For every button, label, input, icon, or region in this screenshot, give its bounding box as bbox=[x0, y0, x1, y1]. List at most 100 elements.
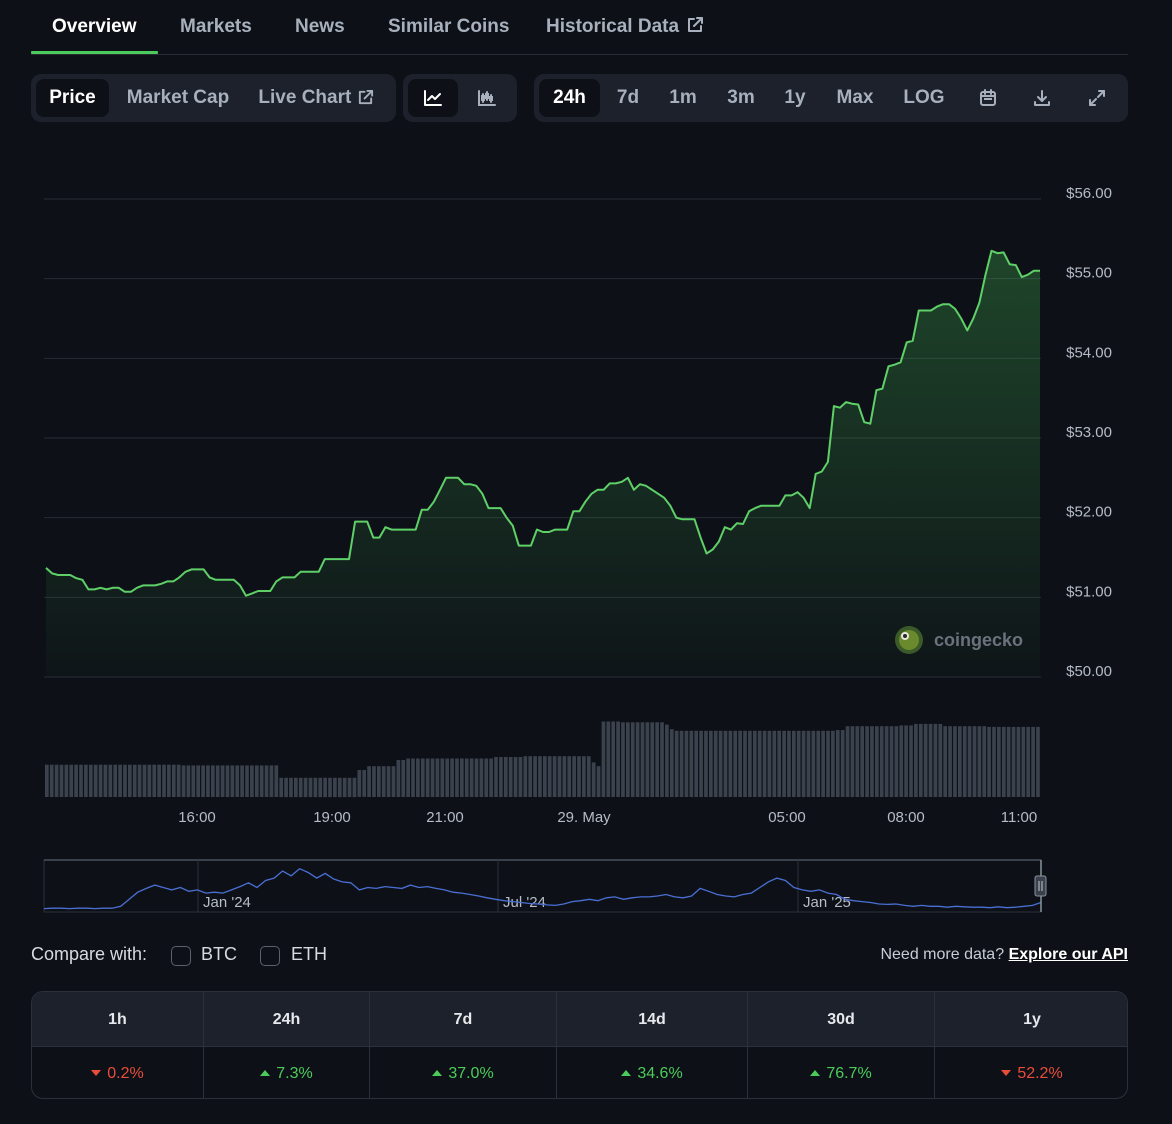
volume-bar bbox=[752, 730, 757, 797]
volume-bar bbox=[718, 730, 723, 797]
x-axis-label: 11:00 bbox=[1001, 809, 1037, 826]
range-3m[interactable]: 3m bbox=[727, 87, 755, 108]
volume-bar bbox=[772, 730, 777, 797]
range-24h[interactable]: 24h bbox=[539, 79, 600, 117]
volume-bar bbox=[211, 765, 215, 797]
volume-bar bbox=[826, 730, 830, 797]
volume-bar bbox=[972, 726, 977, 797]
candlestick-button[interactable] bbox=[462, 79, 512, 117]
volume-bar bbox=[821, 730, 825, 797]
chart-type-group: Price Market Cap Live Chart bbox=[31, 74, 396, 122]
volume-bar bbox=[245, 765, 249, 797]
price-area-fill bbox=[46, 250, 1040, 678]
volume-bar bbox=[69, 764, 74, 797]
navigator-handle[interactable] bbox=[1034, 875, 1047, 897]
compare-btc-label[interactable]: BTC bbox=[201, 944, 237, 964]
volume-bar bbox=[567, 756, 572, 797]
tab-overview[interactable]: Overview bbox=[52, 16, 137, 37]
compare-eth-checkbox[interactable] bbox=[260, 946, 280, 966]
volume-bar bbox=[948, 726, 952, 797]
x-axis-label: 21:00 bbox=[426, 809, 464, 826]
volume-bar bbox=[54, 764, 59, 797]
volume-bar bbox=[835, 730, 840, 797]
volume-bar bbox=[186, 765, 191, 797]
volume-bar bbox=[303, 777, 308, 798]
volume-bar bbox=[586, 756, 591, 797]
log-scale-toggle[interactable]: LOG bbox=[903, 87, 945, 108]
change-30d: 76.7% bbox=[748, 1047, 935, 1098]
volume-bar bbox=[157, 764, 161, 797]
compare-eth-label[interactable]: ETH bbox=[291, 944, 327, 964]
change-7d-value: 37.0% bbox=[448, 1065, 494, 1082]
volume-bar bbox=[709, 730, 713, 797]
volume-bar bbox=[875, 726, 879, 797]
volume-bar bbox=[269, 765, 274, 797]
volume-bar bbox=[64, 764, 69, 797]
watermark-text: coingecko bbox=[934, 630, 1023, 650]
volume-bar bbox=[201, 765, 205, 797]
explore-api-link[interactable]: Explore our API bbox=[1008, 946, 1128, 963]
active-tab-underline bbox=[31, 51, 158, 54]
volume-bar bbox=[108, 764, 113, 797]
compare-btc-checkbox[interactable] bbox=[171, 946, 191, 966]
volume-bar bbox=[933, 723, 938, 797]
volume-bar bbox=[206, 765, 210, 797]
tab-historical-data[interactable]: Historical Data bbox=[546, 16, 704, 40]
volume-bar bbox=[469, 758, 474, 797]
volume-bar bbox=[230, 765, 235, 797]
volume-bar bbox=[225, 765, 230, 797]
navigator-label: Jan '25 bbox=[803, 894, 851, 911]
x-axis-label: 19:00 bbox=[313, 809, 351, 826]
volume-bar bbox=[484, 758, 489, 797]
volume-bar bbox=[879, 726, 884, 797]
period-30d-header: 30d bbox=[748, 992, 935, 1047]
volume-bar bbox=[694, 730, 699, 797]
volume-bar bbox=[455, 758, 459, 797]
volume-bar bbox=[1001, 726, 1006, 797]
volume-bar bbox=[723, 730, 728, 797]
volume-bar bbox=[831, 730, 835, 797]
download-button[interactable] bbox=[1020, 79, 1064, 117]
line-chart-button[interactable] bbox=[408, 79, 458, 117]
volume-bar bbox=[171, 764, 176, 797]
price-chart[interactable]: $56.00 $55.00 $54.00 $53.00 $52.00 $51.00 $50.… bbox=[0, 140, 1172, 925]
volume-bar bbox=[274, 765, 279, 797]
y-axis-label: $55.00 bbox=[1066, 265, 1112, 282]
range-max[interactable]: Max bbox=[836, 87, 874, 108]
volume-bar bbox=[899, 725, 904, 797]
volume-bar bbox=[679, 730, 684, 797]
volume-bar bbox=[733, 730, 738, 797]
volume-bar bbox=[655, 722, 659, 797]
volume-bar bbox=[987, 726, 991, 797]
market-cap-tab[interactable]: Market Cap bbox=[126, 87, 230, 108]
volume-bar bbox=[79, 764, 83, 797]
volume-bar bbox=[596, 766, 601, 797]
volume-bar bbox=[181, 765, 186, 797]
range-navigator[interactable]: Jan '24 Jul '24 Jan '25 bbox=[43, 859, 1047, 913]
x-axis-label: 08:00 bbox=[887, 809, 925, 826]
volume-bar bbox=[142, 764, 147, 797]
price-tab[interactable]: Price bbox=[36, 79, 109, 117]
volume-bars bbox=[45, 721, 1040, 798]
up-arrow-icon bbox=[260, 1070, 271, 1076]
tab-news[interactable]: News bbox=[295, 16, 345, 37]
volume-bar bbox=[1011, 726, 1016, 797]
volume-bar bbox=[538, 756, 542, 797]
date-range-button[interactable] bbox=[966, 79, 1010, 117]
volume-bar bbox=[499, 757, 503, 797]
candlestick-icon bbox=[477, 87, 497, 108]
live-chart-tab[interactable]: Live Chart bbox=[251, 79, 381, 117]
price-change-table: 1h 24h 7d 14d 30d 1y 0.2% 7.3% 37.0% 34.… bbox=[31, 991, 1128, 1099]
range-1y[interactable]: 1y bbox=[784, 87, 806, 108]
y-axis-label: $53.00 bbox=[1066, 424, 1112, 441]
range-1m[interactable]: 1m bbox=[669, 87, 697, 108]
volume-bar bbox=[806, 730, 811, 797]
volume-bar bbox=[665, 724, 669, 797]
volume-bar bbox=[176, 764, 181, 797]
tab-markets[interactable]: Markets bbox=[180, 16, 252, 37]
x-axis-labels: 16:00 19:00 21:00 29. May 05:00 08:00 11:00 bbox=[178, 809, 1037, 826]
fullscreen-button[interactable] bbox=[1075, 79, 1119, 117]
range-7d[interactable]: 7d bbox=[616, 87, 640, 108]
volume-bar bbox=[660, 722, 664, 797]
tab-similar-coins[interactable]: Similar Coins bbox=[388, 16, 510, 37]
